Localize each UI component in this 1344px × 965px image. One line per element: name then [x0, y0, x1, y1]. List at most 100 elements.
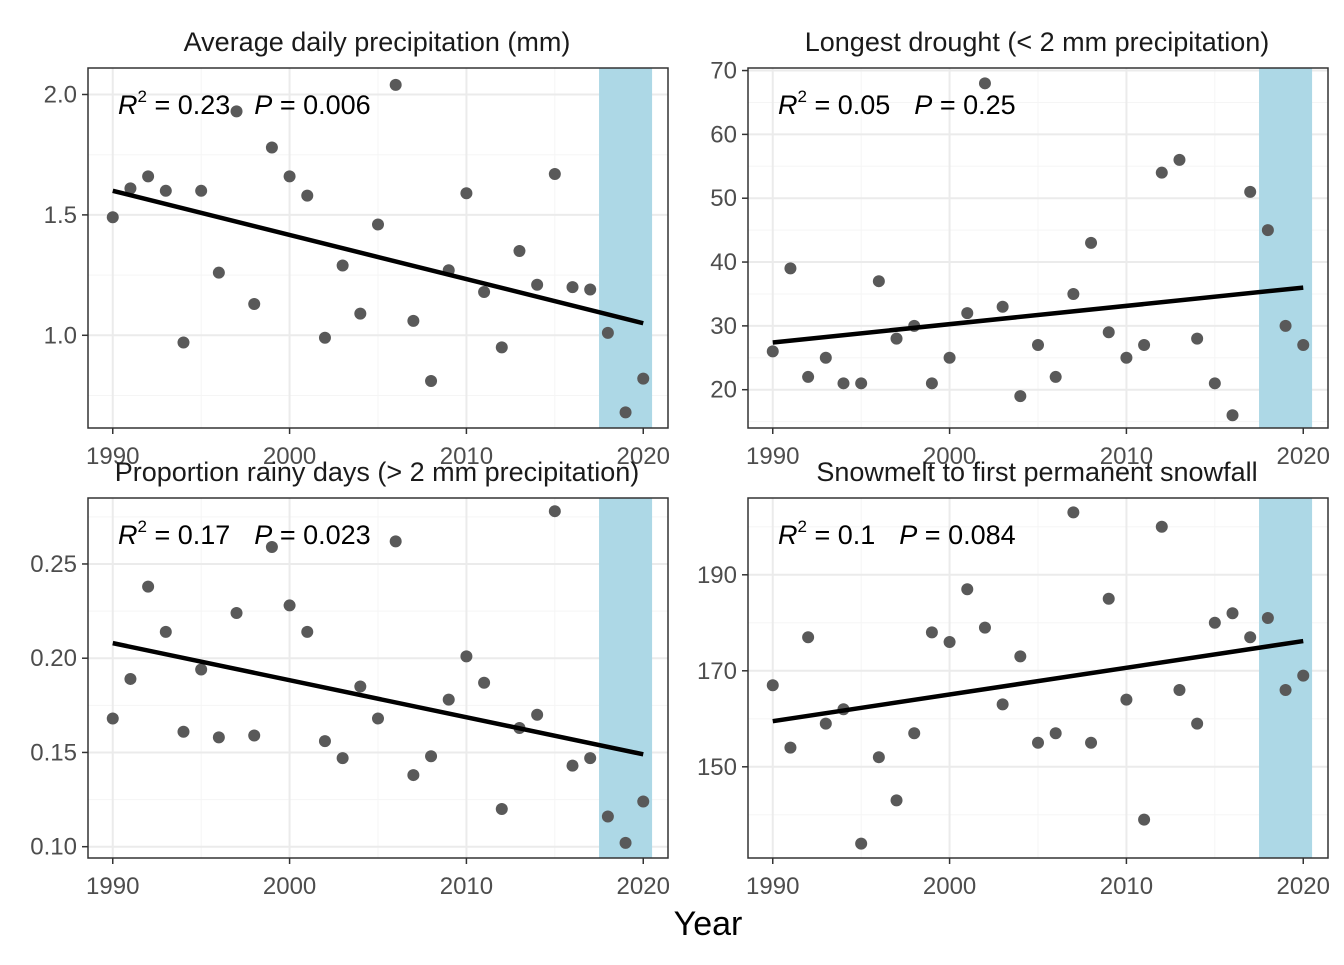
- data-point: [1244, 631, 1257, 644]
- data-point: [890, 794, 903, 807]
- data-point: [495, 802, 508, 815]
- x-tick-label: 2010: [440, 443, 493, 470]
- highlight-band: [1259, 68, 1313, 428]
- y-tick-label: 2.0: [44, 81, 77, 108]
- y-tick-label: 50: [710, 185, 737, 212]
- data-point: [872, 275, 885, 288]
- data-point: [996, 300, 1009, 313]
- x-tick-label: 2000: [263, 443, 316, 470]
- data-point: [978, 77, 991, 90]
- x-tick-label: 1990: [86, 873, 139, 900]
- data-point: [265, 141, 278, 154]
- data-point: [766, 345, 779, 358]
- data-point: [248, 297, 261, 310]
- x-tick-label: 2000: [263, 873, 316, 900]
- y-tick-label: 1.5: [44, 202, 77, 229]
- data-point: [336, 259, 349, 272]
- data-point: [819, 717, 832, 730]
- x-axis-label: Year: [674, 905, 743, 943]
- data-point: [1208, 616, 1221, 629]
- data-point: [837, 377, 850, 390]
- data-point: [802, 631, 815, 644]
- data-point: [248, 729, 261, 742]
- data-point: [1120, 351, 1133, 364]
- data-point: [1191, 332, 1204, 345]
- data-point: [784, 262, 797, 275]
- panel-title: Snowmelt to first permanent snowfall: [816, 457, 1257, 487]
- data-point: [890, 332, 903, 345]
- data-point: [531, 278, 544, 291]
- data-point: [925, 377, 938, 390]
- data-point: [1049, 727, 1062, 740]
- data-point: [531, 708, 544, 721]
- y-tick-label: 20: [710, 377, 737, 404]
- x-tick-label: 2000: [923, 443, 976, 470]
- data-point: [1102, 592, 1115, 605]
- data-point: [872, 751, 885, 764]
- data-point: [855, 377, 868, 390]
- data-point: [784, 741, 797, 754]
- data-point: [1226, 409, 1239, 422]
- panel-border: [747, 497, 1329, 859]
- data-point: [389, 78, 402, 91]
- data-point: [159, 625, 172, 638]
- data-point: [407, 769, 420, 782]
- y-tick-label: 0.20: [30, 645, 77, 672]
- data-point: [106, 712, 119, 725]
- data-point: [301, 625, 314, 638]
- y-tick-label: 60: [710, 121, 737, 148]
- panel-title: Proportion rainy days (> 2 mm precipitat…: [115, 457, 639, 487]
- data-point: [513, 245, 526, 258]
- stats-annotation: R2 = 0.05 P = 0.25: [778, 87, 1016, 120]
- data-point: [124, 182, 137, 195]
- x-tick-label: 2010: [1100, 443, 1153, 470]
- y-tick-label: 170: [697, 658, 737, 685]
- data-point: [1297, 339, 1310, 352]
- data-point: [230, 105, 243, 118]
- x-tick-label: 1990: [86, 443, 139, 470]
- data-point: [1085, 236, 1098, 249]
- y-tick-label: 30: [710, 313, 737, 340]
- stats-annotation: R2 = 0.23 P = 0.006: [118, 87, 371, 120]
- data-point: [1173, 684, 1186, 696]
- data-point: [478, 676, 491, 689]
- y-tick-label: 1.0: [44, 322, 77, 349]
- data-point: [1120, 693, 1133, 706]
- y-tick-label: 190: [697, 562, 737, 589]
- stats-annotation: R2 = 0.1 P = 0.084: [778, 517, 1016, 550]
- data-point: [584, 283, 597, 296]
- data-point: [943, 351, 956, 364]
- data-point: [318, 735, 331, 748]
- data-point: [265, 541, 278, 554]
- data-point: [283, 170, 296, 183]
- panel-border: [87, 497, 669, 859]
- panel-border: [87, 67, 669, 429]
- data-point: [1279, 684, 1292, 696]
- data-point: [301, 189, 314, 202]
- data-point: [819, 351, 832, 364]
- trend-line: [112, 188, 644, 326]
- data-point: [566, 281, 579, 294]
- data-point: [1244, 185, 1257, 198]
- data-point: [389, 535, 402, 548]
- data-point: [142, 580, 155, 593]
- data-point: [1155, 520, 1168, 533]
- data-point: [460, 650, 473, 663]
- y-tick-label: 0.25: [30, 551, 77, 578]
- data-point: [548, 167, 561, 180]
- data-point: [1208, 377, 1221, 390]
- trend-line: [772, 638, 1304, 724]
- data-point: [177, 725, 190, 738]
- data-point: [996, 698, 1009, 711]
- data-point: [354, 680, 367, 693]
- data-point: [1014, 650, 1027, 663]
- data-point: [1155, 166, 1168, 179]
- data-point: [407, 314, 420, 327]
- data-point: [584, 752, 597, 765]
- panel-3: 0.10 0.15 0.20 0.25 1990 2000 2010 2020 Proporti…: [30, 457, 670, 900]
- data-point: [212, 731, 225, 744]
- data-point: [1032, 736, 1044, 749]
- data-point: [1138, 339, 1151, 352]
- highlight-band: [599, 68, 653, 428]
